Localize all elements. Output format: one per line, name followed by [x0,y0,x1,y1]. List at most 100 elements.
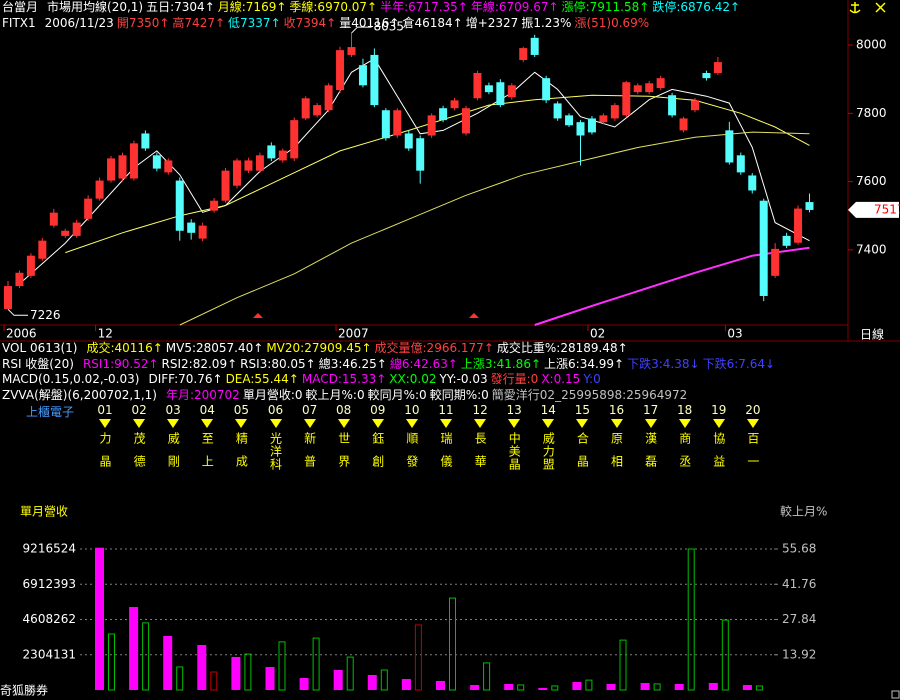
bar [674,684,684,690]
rank: 15 [574,403,591,417]
candle-body [15,272,24,287]
candle-body [358,65,367,86]
candle-body [725,130,734,163]
annotation-leader [351,26,372,34]
info-line: MACD(0.15,0.02,-0.03) DIFF:70.76↑ DEA:55.4… [2,372,848,388]
bar [142,622,150,691]
info-text: 台當月 [2,0,39,14]
stock-name: 世界 [336,432,351,478]
window-icons[interactable] [849,2,886,14]
stock-name: 新普 [302,432,317,478]
stock-item: 08 世界 [329,403,359,478]
rank-marker [746,419,759,428]
rank-marker [508,419,521,428]
candle-body [290,120,299,159]
bar [367,675,377,690]
bar [721,619,729,691]
stock-name: 至上 [200,432,215,478]
annotation: 7226 [30,308,61,322]
stock-name: 威力盟 [541,432,556,471]
info-text: RSI2:82.09↑ [161,356,238,371]
bar [551,685,559,691]
candle-body [759,200,768,296]
info-text: X:0.15 [541,372,581,386]
candle-body [49,212,58,226]
y-tick-label: 4608262 [23,612,76,626]
annotation-leader [7,308,28,316]
annotation: 8035 [374,20,405,34]
x-tick-label: 03 [727,327,742,341]
bar [517,684,525,691]
info-line: RSI 收盤(20) RSI1:90.52↑ RSI2:82.09↑ RSI3:80.… [2,357,848,373]
bar [299,678,309,690]
y2-tick-label: 55.68 [782,542,816,556]
bar [231,657,241,690]
info-text: 季線:6970.07↑ [289,0,378,14]
rank: 10 [404,403,420,417]
rank: 02 [131,403,147,417]
stock-name: 精成 [234,432,249,478]
info-text: Y:0 [583,372,601,386]
pin-icon[interactable] [849,2,861,14]
rank-marker [99,419,111,428]
candle-body [72,222,81,236]
candle-body [4,286,12,309]
info-text: 高7427↑ [172,15,226,30]
rank: 20 [745,403,761,417]
info-text: 低7337↑ [228,15,281,30]
y-tick-label: 7800 [856,106,887,120]
bar [483,662,491,691]
info-text: 2006/11/23 [44,15,114,30]
candle-body [187,222,196,233]
candle-body [771,248,780,276]
rank-marker [337,419,350,428]
stock-item: 10 順發 [397,403,427,478]
moving-average [65,94,810,254]
stock-item: 03 威剛 [158,403,188,478]
info-text: XX:0.02 [389,372,437,386]
candle-body [221,170,230,201]
candle-body [622,82,631,116]
bar [176,666,184,691]
y-tick-label: 9216524 [23,542,76,556]
candle-body [576,122,585,136]
candle-body [313,105,322,116]
candle-body [782,235,791,246]
y2-tick-label: 13.92 [782,647,816,661]
candle-body [381,110,390,139]
info-text: 總6:42.63↑ [389,356,458,371]
rank-marker [678,419,691,428]
stock-item: 17 漢磊 [636,403,666,478]
info-text: 單月營收:0 [242,387,303,402]
group-label: 上櫃電子 [26,405,75,419]
bar [95,547,104,690]
rank: 14 [540,403,556,417]
stock-name: 光洋科 [268,432,283,471]
rank: 18 [677,403,693,417]
bar [346,656,354,691]
candle-body [255,155,264,171]
info-text: 發行量:0 [490,372,539,386]
signal-marker [469,313,479,318]
last-price-tag [848,201,899,218]
candle-body [26,255,35,276]
info-text: 倉46184↑ [402,15,463,30]
y-tick-label: 7600 [856,174,887,188]
info-text: 下跌6:7.64↓ [702,356,776,371]
candle-body [668,95,677,116]
bar [572,681,582,690]
info-text: MACD(0.15,0.02,-0.03) [2,372,140,386]
info-text: 成交:40116↑ [86,341,163,355]
info-text: RSI3:80.05↑ [240,356,316,371]
info-text: YY:-0.03 [439,372,488,386]
stock-item: 19 協益 [704,403,734,478]
bar [108,633,115,691]
rank: 03 [165,403,181,417]
info-text: 簡愛洋行02_25995898:25964972 [491,387,688,402]
candle-body [713,62,722,74]
info-text: 開7350↑ [116,15,170,30]
bar [449,597,456,691]
candle-body [736,155,745,173]
close-icon[interactable] [875,2,886,13]
